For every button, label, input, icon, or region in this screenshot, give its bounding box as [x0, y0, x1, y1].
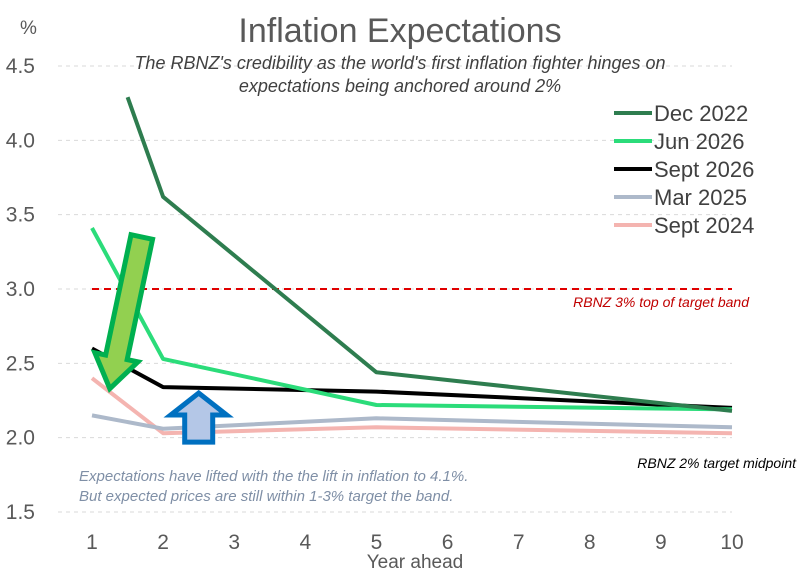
series-line-mar-2025 — [91, 413, 733, 431]
x-tick-label: 7 — [513, 531, 525, 554]
y-tick-label: 1.5 — [6, 501, 35, 524]
up-arrow — [163, 389, 234, 445]
y-tick-label: 3.5 — [6, 204, 35, 227]
chart-subtitle-line-2: expectations being anchored around 2% — [239, 76, 561, 96]
arrows — [90, 231, 234, 445]
legend-label-jun-2026: Jun 2026 — [654, 129, 745, 154]
x-tick-label: 4 — [299, 531, 311, 554]
legend-label-dec-2022: Dec 2022 — [654, 101, 748, 126]
x-tick-label: 6 — [442, 531, 454, 554]
y-tick-label: 3.0 — [6, 278, 35, 301]
legend: Dec 2022 Jun 2026 Sept 2026 Mar 2025 Sept 20… — [614, 101, 754, 238]
y-tick-label: 2.5 — [6, 352, 35, 375]
midpoint-label: RBNZ 2% target midpoint — [637, 455, 797, 471]
legend-label-sept-2024: Sept 2024 — [654, 213, 754, 238]
y-tick-label: 4.0 — [6, 129, 35, 152]
reference-line-label: RBNZ 3% top of target band — [573, 294, 750, 310]
series-line-sept-2024 — [90, 376, 733, 436]
y-tick-label: 2.0 — [6, 427, 35, 450]
x-tick-label: 10 — [720, 531, 743, 554]
x-tick-label: 5 — [371, 531, 383, 554]
series-lines — [90, 96, 733, 436]
down-arrow — [90, 231, 156, 393]
x-tick-label: 3 — [228, 531, 240, 554]
tick-labels: 1.5 2.0 2.5 3.0 3.5 4.0 4.5 1 2 3 4 5 6 7 8 9 10 — [6, 55, 744, 554]
y-axis-label: % — [20, 18, 37, 39]
legend-label-sept-2026: Sept 2026 — [654, 157, 754, 182]
chart-title: Inflation Expectations — [238, 12, 561, 50]
x-tick-label: 2 — [157, 531, 169, 554]
x-tick-label: 9 — [655, 531, 667, 554]
series-line-dec-2022 — [125, 96, 733, 413]
y-tick-label: 4.5 — [6, 55, 35, 78]
note-line-1: Expectations have lifted with the the li… — [79, 468, 468, 485]
up-arrow-shape — [163, 389, 234, 445]
x-axis-label: Year ahead — [367, 552, 464, 573]
legend-label-mar-2025: Mar 2025 — [654, 185, 747, 210]
chart-subtitle-line-1: The RBNZ's credibility as the world's fi… — [134, 53, 665, 73]
down-arrow-shape — [90, 231, 156, 393]
x-tick-label: 1 — [86, 531, 98, 554]
note-line-2: But expected prices are still within 1-3… — [79, 488, 453, 505]
x-tick-label: 8 — [584, 531, 596, 554]
series-line-jun-2026 — [90, 227, 733, 412]
